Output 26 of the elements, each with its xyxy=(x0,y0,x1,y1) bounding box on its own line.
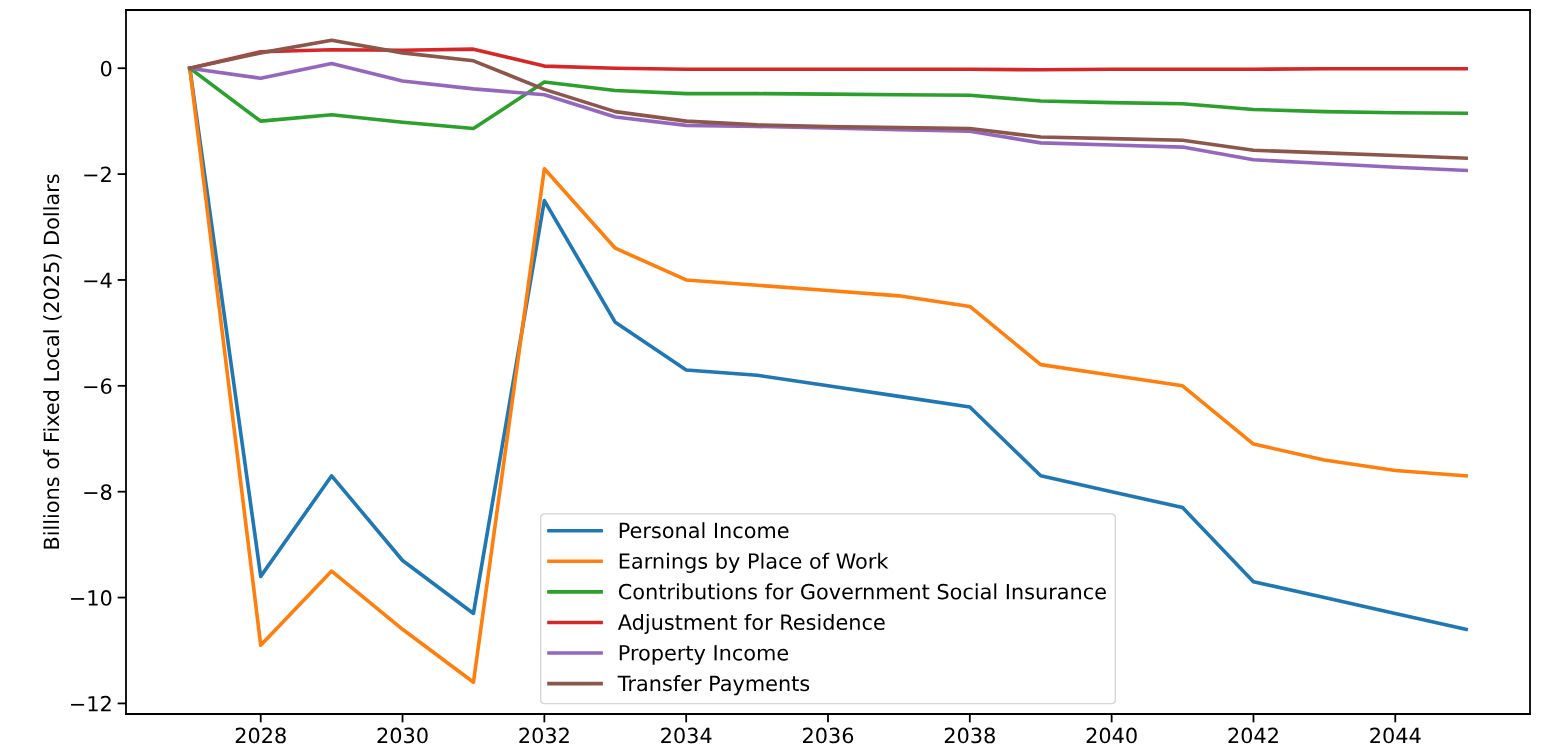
line-series xyxy=(188,61,1468,173)
legend-label: Personal Income xyxy=(619,522,789,539)
legend-label: Contributions for Government Social Insurance xyxy=(618,583,1106,600)
y-tick-label: −12 xyxy=(71,695,111,712)
x-tick-label: 2030 xyxy=(377,727,428,744)
x-tick-label: 2034 xyxy=(661,727,712,744)
legend-label: Earnings by Place of Work xyxy=(619,552,889,573)
y-tick-label: −2 xyxy=(84,166,111,183)
x-tick-label: 2042 xyxy=(1228,727,1278,744)
x-tick-label: 2044 xyxy=(1370,727,1421,744)
x-tick-label: 2032 xyxy=(519,727,569,744)
legend-label: Transfer Payments xyxy=(617,675,810,696)
y-tick-label: 0 xyxy=(100,60,112,77)
y-tick-label: −6 xyxy=(84,378,112,395)
x-tick-label: 2038 xyxy=(944,727,995,744)
x-tick-label: 2036 xyxy=(803,727,854,744)
y-tick-label: −10 xyxy=(71,590,112,606)
x-tick-label: 2040 xyxy=(1086,727,1137,744)
y-tick-label: −4 xyxy=(84,272,112,288)
legend-label: Property Income xyxy=(619,645,789,665)
y-axis-title: Billions of Fixed Local (2025) Dollars xyxy=(43,174,62,549)
line-series xyxy=(188,66,1468,131)
line-series xyxy=(188,38,1468,161)
x-tick-label: 2028 xyxy=(235,727,286,744)
y-tick-label: −8 xyxy=(84,484,112,500)
legend-label: Adjustment for Residence xyxy=(617,613,885,635)
